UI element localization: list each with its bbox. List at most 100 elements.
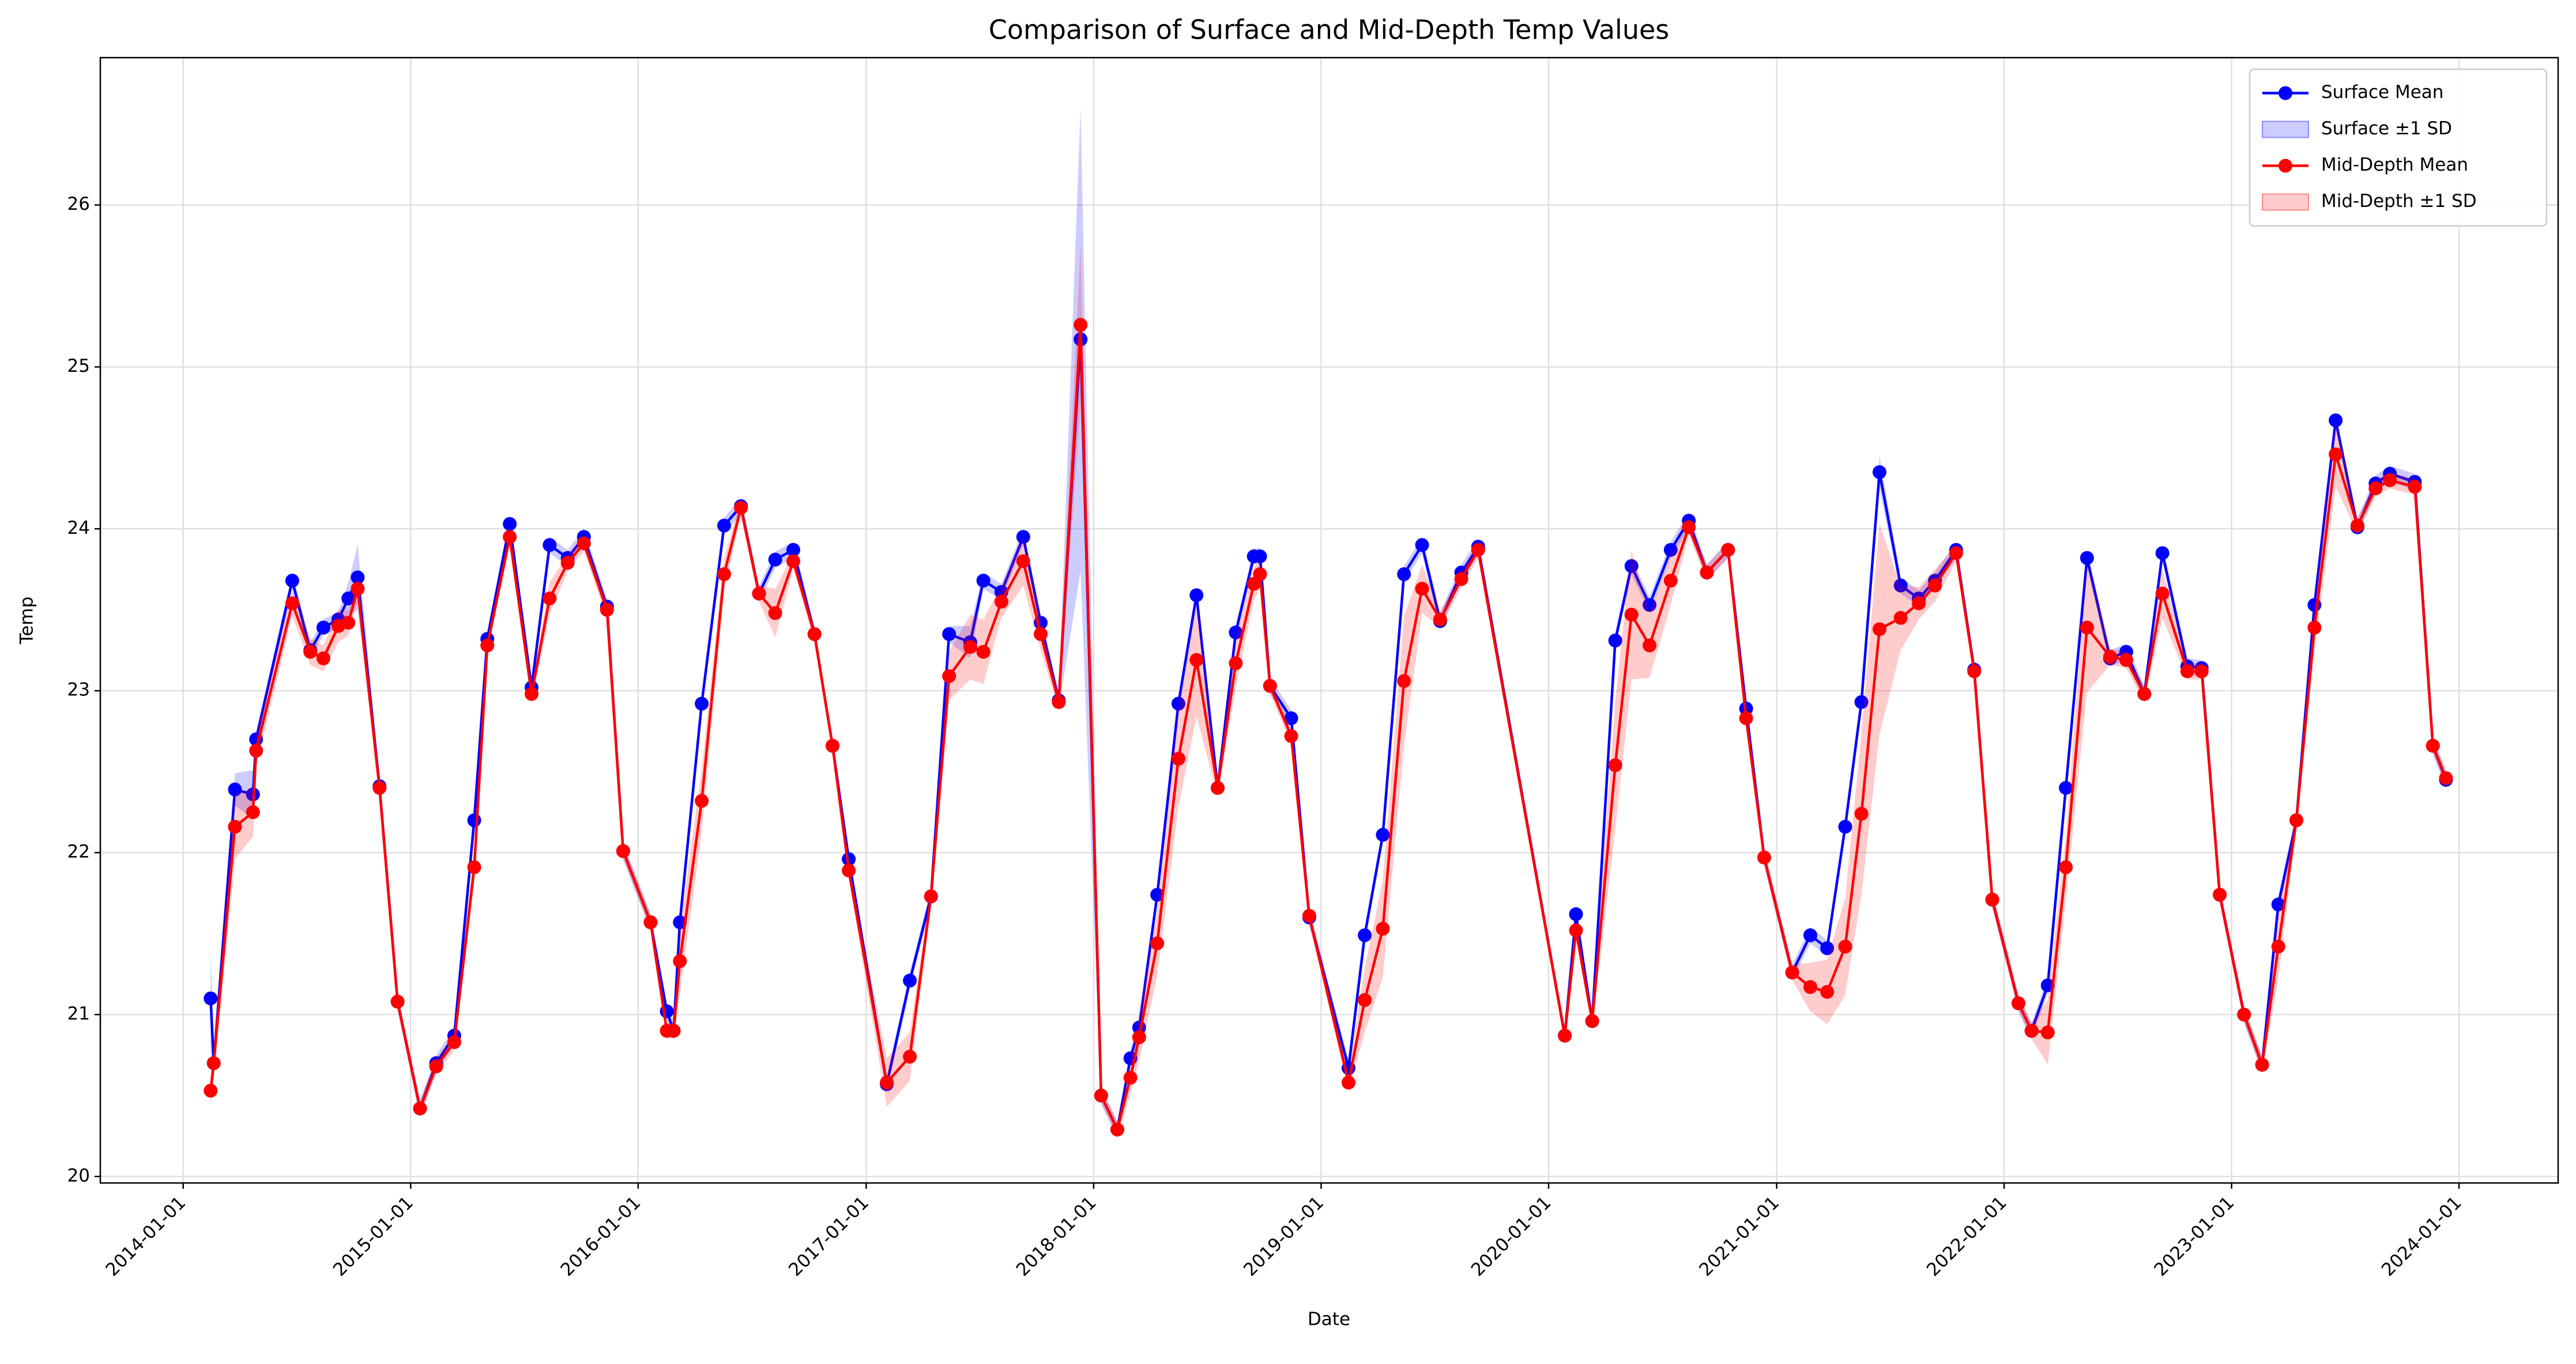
legend-label: Surface Mean <box>2321 82 2443 103</box>
x-tick-label: 2023-01-01 <box>2150 1192 2238 1280</box>
mean-marker <box>2368 481 2383 496</box>
mean-marker <box>228 782 242 797</box>
mean-marker <box>2289 813 2304 827</box>
mean-marker <box>2024 1023 2039 1038</box>
x-tick-label: 2017-01-01 <box>785 1192 873 1280</box>
mean-marker <box>2383 473 2397 488</box>
mean-marker <box>2155 546 2170 560</box>
mean-marker <box>1608 758 1622 773</box>
mean-marker <box>1949 546 1963 560</box>
mean-marker <box>1820 941 1835 955</box>
mean-marker <box>1189 653 1204 667</box>
mean-marker <box>942 669 956 683</box>
mean-marker <box>1893 578 1908 593</box>
mean-marker <box>1893 611 1908 625</box>
mean-marker <box>1663 542 1678 557</box>
mean-marker <box>1253 549 1267 564</box>
mean-line <box>209 338 2447 1131</box>
mean-marker <box>341 616 356 630</box>
mean-marker <box>1171 696 1185 711</box>
mean-marker <box>842 863 856 877</box>
mean-marker <box>2350 518 2364 533</box>
mean-marker <box>1171 752 1185 766</box>
y-tick-label: 24 <box>67 518 90 538</box>
x-tick-label: 2019-01-01 <box>1240 1192 1328 1280</box>
mean-marker <box>807 627 822 641</box>
mean-marker <box>1643 598 1657 612</box>
mean-marker <box>880 1075 894 1090</box>
mean-marker <box>1074 318 1088 332</box>
mean-marker <box>413 1101 427 1116</box>
y-tick-label: 23 <box>67 680 90 700</box>
mean-marker <box>903 973 917 988</box>
mean-marker <box>2271 939 2285 954</box>
mean-marker <box>2439 771 2453 785</box>
mean-marker <box>1284 711 1298 725</box>
mean-marker <box>924 889 938 903</box>
legend-label: Surface ±1 SD <box>2321 118 2452 139</box>
mean-marker <box>695 696 709 711</box>
mean-marker <box>2426 738 2440 753</box>
mean-marker <box>1872 622 1886 636</box>
mean-marker <box>695 794 709 808</box>
x-tick-label: 2016-01-01 <box>557 1192 645 1280</box>
mean-marker <box>1803 980 1817 994</box>
mean-marker <box>1854 807 1869 821</box>
mean-marker <box>826 738 840 753</box>
mean-marker <box>204 1083 218 1098</box>
mean-marker <box>577 536 591 551</box>
mean-marker <box>1110 1122 1124 1137</box>
mean-marker <box>1803 928 1817 943</box>
mean-marker <box>1150 936 1165 951</box>
mean-marker <box>249 744 263 758</box>
mean-marker <box>2194 664 2209 679</box>
mean-marker <box>1132 1030 1146 1045</box>
mean-marker <box>2080 620 2094 635</box>
mean-marker <box>480 638 495 653</box>
mean-marker <box>1016 530 1030 544</box>
mean-marker <box>503 517 517 531</box>
legend-label: Mid-Depth ±1 SD <box>2321 191 2477 212</box>
y-tick-label: 26 <box>67 194 90 214</box>
mean-marker <box>1872 465 1886 480</box>
mean-marker <box>1624 608 1639 622</box>
mean-marker <box>228 820 242 834</box>
mean-marker <box>1358 928 1372 943</box>
mean-marker <box>543 591 557 606</box>
legend-marker <box>2279 86 2292 100</box>
mean-marker <box>467 860 481 875</box>
mean-marker <box>390 994 405 1009</box>
mean-marker <box>303 645 318 659</box>
mean-marker <box>2059 781 2073 795</box>
mean-marker <box>673 915 687 929</box>
mean-marker <box>1189 588 1204 602</box>
mean-marker <box>1569 907 1583 921</box>
mean-marker <box>976 574 991 588</box>
mean-marker <box>1150 888 1165 902</box>
mean-marker <box>1585 1014 1599 1028</box>
mean-marker <box>2011 996 2025 1011</box>
mean-marker <box>786 554 800 568</box>
mean-marker <box>1757 850 1771 865</box>
mean-marker <box>734 500 748 515</box>
mean-marker <box>903 1049 917 1064</box>
mean-marker <box>1928 578 1942 593</box>
mean-marker <box>2080 551 2094 565</box>
mean-marker <box>2408 480 2422 494</box>
mean-marker <box>447 1035 461 1049</box>
legend-label: Mid-Depth Mean <box>2321 155 2468 175</box>
mean-marker <box>942 627 956 641</box>
mean-marker <box>1643 638 1657 653</box>
mean-marker <box>429 1059 443 1073</box>
mean-marker <box>2059 860 2073 875</box>
mean-marker <box>616 844 630 858</box>
mean-marker <box>1211 781 1225 795</box>
mean-marker <box>600 602 614 617</box>
mean-marker <box>2119 653 2133 667</box>
mean-marker <box>2155 586 2170 601</box>
mean-marker <box>2237 1007 2251 1022</box>
x-tick-label: 2014-01-01 <box>102 1192 190 1280</box>
y-tick-label: 20 <box>67 1165 90 1186</box>
x-tick-label: 2018-01-01 <box>1012 1192 1101 1280</box>
x-tick-label: 2015-01-01 <box>329 1192 417 1280</box>
